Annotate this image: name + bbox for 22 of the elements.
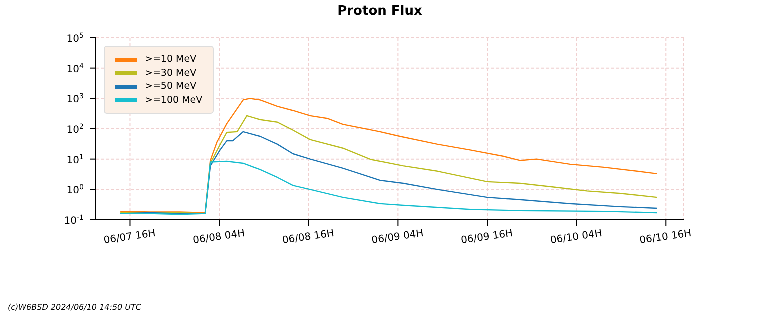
y-tick-label: 10$^{0}$ (66, 184, 84, 197)
x-tick-label: 06/08 16H (282, 228, 336, 247)
y-tick-label: 10$^{3}$ (66, 92, 84, 106)
x-tick-label: 06/10 04H (550, 228, 604, 247)
x-tick-label: 06/07 16H (103, 228, 157, 247)
chart-title: Proton Flux (336, 4, 424, 19)
x-tick-label: 06/09 16H (460, 228, 514, 247)
y-tick-label: 10$^{5}$ (66, 32, 84, 45)
text: (c)W6BSD 2024/06/10 14:50 UTC (8, 303, 142, 312)
legend-label: >=100 MeV (145, 94, 203, 106)
x-tick-label: 06/10 16H (639, 228, 692, 247)
y-tick-label: 10$^{2}$ (66, 123, 84, 136)
legend-label: >=10 MeV (145, 54, 197, 66)
y-tick-label: 10$^{1}$ (66, 153, 84, 166)
legend-label: >=30 MeV (145, 68, 197, 79)
y-tick-label: 10$^{4}$ (66, 62, 85, 76)
y-tick-label: 10$^{-1}$ (64, 214, 84, 227)
x-tick-label: 06/08 04H (192, 228, 246, 247)
line-series (120, 160, 658, 216)
legend-label: >=50 MeV (145, 81, 197, 92)
x-tick-label: 06/09 04H (371, 228, 424, 247)
line-series (120, 98, 658, 214)
